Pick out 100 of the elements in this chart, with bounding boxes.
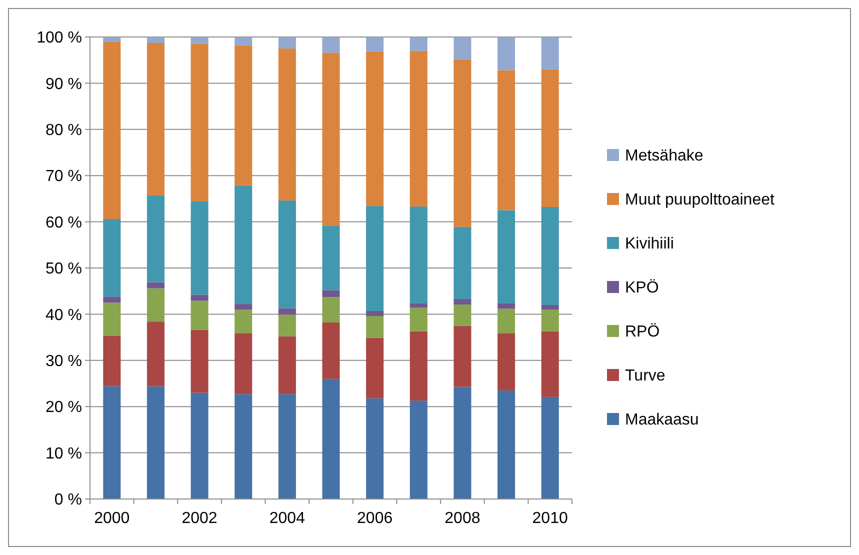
bar [410,206,428,304]
y-tick-label: 0 % [54,492,82,509]
bar [410,400,428,499]
bar [190,300,208,330]
bar [322,297,340,323]
y-tick-label: 90 % [46,76,82,93]
bar [322,378,340,499]
bar [322,52,340,226]
bar [410,308,428,332]
bar [103,336,121,386]
y-tick-label: 10 % [46,445,82,462]
bar [541,310,559,332]
bar [146,195,164,282]
legend-label: Muut puupolttoaineet [625,192,775,209]
bar [146,43,164,196]
bar [410,50,428,207]
bar [454,326,472,387]
bar [454,298,472,304]
bar [322,322,340,379]
bar [190,44,208,202]
x-tick-label: 2004 [269,510,306,527]
x-tick-label: 2010 [532,510,568,527]
bar [541,207,559,305]
bar [278,200,296,308]
x-tick-label: 2002 [182,510,218,527]
bar [410,331,428,401]
bar [454,226,472,299]
legend-label: Metsähake [625,148,704,165]
bar [234,304,252,310]
bar [322,226,340,290]
bar [366,316,384,338]
bar [146,386,164,499]
legend-label: KPÖ [625,278,659,297]
bar [541,304,559,310]
x-tick-label: 2000 [94,510,130,527]
bar [410,37,428,51]
bar [366,51,384,206]
bar [278,314,296,336]
bar [190,330,208,393]
y-tick-label: 60 % [46,214,82,232]
bar [190,392,208,499]
legend-label: Turve [625,368,666,385]
y-tick-label: 100 % [36,30,82,47]
y-tick-label: 50 % [46,260,82,278]
bar [454,37,472,60]
bar [103,386,121,499]
bar [190,294,208,301]
bar [103,37,121,42]
bar [146,322,164,386]
bar [234,310,252,334]
bar [278,37,296,49]
bar [103,219,121,297]
bar [541,69,559,208]
bar [234,37,252,46]
bar [103,296,121,303]
bar [322,37,340,53]
bar [278,394,296,499]
bar [190,201,208,295]
legend-label: RPÖ [625,322,660,341]
bar [366,206,384,311]
bar [541,331,559,397]
bar [366,310,384,316]
bar [498,303,516,309]
y-tick-label: 40 % [46,306,82,324]
bar [541,37,559,70]
bar [498,210,516,304]
bar [366,338,384,398]
bar [454,386,472,499]
bar [498,308,516,334]
bar [454,304,472,326]
bar [234,333,252,394]
legend-label: Kivihiili [625,236,674,253]
bar [498,390,516,499]
bar [498,37,516,70]
bar [322,290,340,298]
x-tick-label: 2006 [357,510,393,527]
y-tick-label: 30 % [46,353,82,370]
bar [278,308,296,315]
bar [234,45,252,186]
bar [366,398,384,499]
y-tick-label: 70 % [46,168,82,186]
bar [454,59,472,227]
bar [190,37,208,44]
bar [234,185,252,304]
bar [278,336,296,394]
x-tick-label: 2008 [444,510,480,527]
y-tick-label: 80 % [46,122,82,139]
bar [146,288,164,322]
bar [103,302,121,336]
bar [366,37,384,52]
bar [146,37,164,44]
bar [498,70,516,210]
bar [278,48,296,201]
y-tick-label: 20 % [46,399,82,416]
legend-label: Maakaasu [625,412,699,429]
bar [498,333,516,390]
bar [541,396,559,499]
bar [103,42,121,220]
bar [234,394,252,499]
bar [146,282,164,288]
